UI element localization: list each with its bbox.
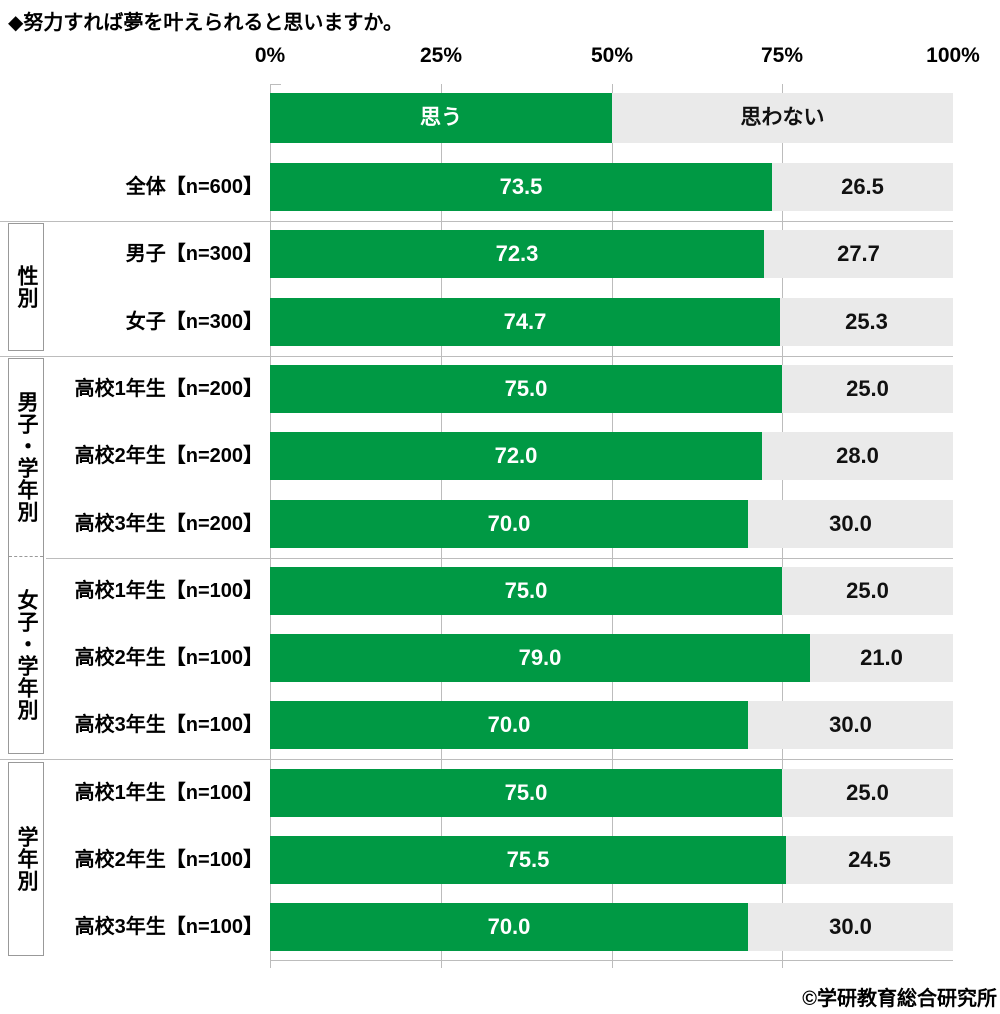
value-label-disagree: 28.0 <box>836 443 879 468</box>
bar-agree-segment <box>270 432 762 480</box>
row-label: 男子【n=300】 <box>125 243 263 265</box>
value-label-agree: 75.0 <box>504 578 548 603</box>
bar-agree-segment <box>270 163 772 211</box>
value-label-agree: 75.0 <box>504 376 548 401</box>
legend-agree-label: 思う <box>420 106 462 129</box>
axis-tick-label: 75% <box>760 44 804 67</box>
value-label-agree: 79.0 <box>518 645 562 670</box>
row-label: 高校2年生【n=200】 <box>74 445 263 467</box>
value-label-disagree: 26.5 <box>841 174 884 199</box>
value-label-agree: 70.0 <box>487 914 531 939</box>
value-label-disagree: 21.0 <box>860 645 903 670</box>
bar-agree-segment <box>270 769 782 817</box>
value-label-agree: 72.0 <box>494 443 538 468</box>
chart-title: ◆努力すれば夢を叶えられると思いますか。 <box>8 12 403 34</box>
bar-agree-segment <box>270 500 748 548</box>
row-label: 高校3年生【n=100】 <box>74 916 263 938</box>
value-label-disagree: 25.3 <box>845 309 888 334</box>
row-label: 全体【n=600】 <box>125 176 263 198</box>
group-cell: 女子・学年別 <box>9 555 43 754</box>
group-label: 学年別 <box>15 826 38 892</box>
bar-agree-segment <box>270 903 748 951</box>
group-cell: 男子・学年別 <box>9 359 43 556</box>
row-label: 女子【n=300】 <box>125 311 263 333</box>
bar-agree-segment <box>270 298 780 346</box>
copyright: ©学研教育総合研究所 <box>802 988 997 1010</box>
value-label-disagree: 30.0 <box>829 712 872 737</box>
group-box: 男子・学年別 女子・学年別 <box>8 358 44 754</box>
section-separator <box>46 558 953 559</box>
bar-agree-segment <box>270 634 810 682</box>
group-label: 性別 <box>15 265 38 309</box>
group-box: 性別 <box>8 223 44 351</box>
legend-disagree-label: 思わない <box>740 106 825 129</box>
group-label: 女子・学年別 <box>15 588 38 721</box>
section-separator <box>0 356 953 357</box>
value-label-agree: 72.3 <box>495 241 539 266</box>
row-label: 高校1年生【n=100】 <box>74 580 263 602</box>
section-separator <box>0 759 953 760</box>
section-separator <box>0 221 953 222</box>
row-label: 高校3年生【n=200】 <box>74 513 263 535</box>
row-label: 高校1年生【n=200】 <box>74 378 263 400</box>
row-label: 高校2年生【n=100】 <box>74 849 263 871</box>
value-label-disagree: 27.7 <box>837 241 880 266</box>
row-label: 高校1年生【n=100】 <box>74 782 263 804</box>
value-label-disagree: 24.5 <box>848 847 891 872</box>
value-label-agree: 75.5 <box>506 847 550 872</box>
axis-tick-label: 50% <box>590 44 634 67</box>
legend-agree-bar <box>270 93 612 143</box>
value-label-agree: 75.0 <box>504 780 548 805</box>
group-box: 学年別 <box>8 762 44 956</box>
axis-tick-label: 0% <box>254 44 286 67</box>
group-cell: 学年別 <box>9 763 43 955</box>
axis-tick-label: 100% <box>926 44 980 67</box>
value-label-agree: 70.0 <box>487 511 531 536</box>
value-label-agree: 73.5 <box>499 174 543 199</box>
group-label: 男子・学年別 <box>15 391 38 524</box>
bar-agree-segment <box>270 836 786 884</box>
row-label: 高校3年生【n=100】 <box>74 714 263 736</box>
value-label-disagree: 30.0 <box>829 511 872 536</box>
bottom-axis <box>270 960 953 961</box>
value-label-disagree: 25.0 <box>846 780 889 805</box>
value-label-agree: 74.7 <box>503 309 547 334</box>
value-label-disagree: 30.0 <box>829 914 872 939</box>
bar-agree-segment <box>270 567 782 615</box>
row-label: 高校2年生【n=100】 <box>74 647 263 669</box>
bar-agree-segment <box>270 365 782 413</box>
bar-agree-segment <box>270 230 764 278</box>
bar-agree-segment <box>270 701 748 749</box>
group-cell: 性別 <box>9 224 43 350</box>
axis-corner <box>270 84 281 85</box>
value-label-disagree: 25.0 <box>846 376 889 401</box>
value-label-agree: 70.0 <box>487 712 531 737</box>
axis-tick-label: 25% <box>419 44 463 67</box>
value-label-disagree: 25.0 <box>846 578 889 603</box>
